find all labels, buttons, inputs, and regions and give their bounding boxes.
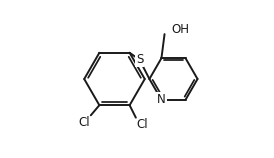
Text: OH: OH bbox=[172, 23, 190, 36]
Text: N: N bbox=[157, 93, 166, 106]
Text: Cl: Cl bbox=[137, 118, 148, 131]
Text: Cl: Cl bbox=[78, 116, 90, 129]
Text: S: S bbox=[136, 53, 143, 66]
